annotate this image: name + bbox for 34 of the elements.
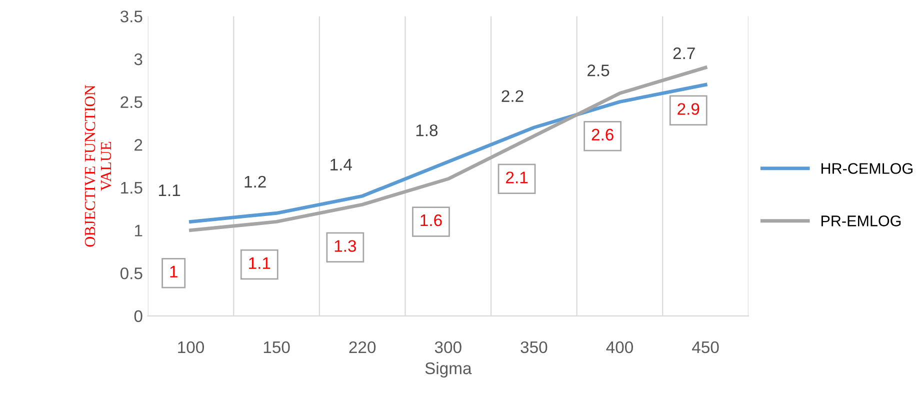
data-label: 2.6: [592, 128, 614, 141]
y-tick-label: 1: [134, 224, 142, 236]
line-series: [189, 66, 708, 232]
y-tick-label: 1.5: [121, 182, 142, 194]
y-tick-label: 0: [134, 310, 142, 322]
data-label: 1.4: [330, 158, 352, 170]
x-tick-label: 400: [606, 341, 633, 354]
data-label: 2.2: [502, 90, 524, 102]
y-axis-title: OBJECTIVE FUNCTION VALUE: [84, 85, 112, 247]
data-label: 2.7: [673, 47, 695, 60]
data-label: 1.1: [158, 184, 180, 196]
x-tick-label: 300: [434, 341, 462, 354]
x-axis-title: Sigma: [425, 362, 472, 378]
legend-label: HR-CEMLOG: [822, 163, 912, 174]
data-label: 2.1: [506, 172, 528, 184]
x-tick-label: 350: [520, 341, 548, 354]
data-label: 2.5: [588, 64, 610, 76]
x-tick-label: 450: [692, 341, 719, 354]
data-label: 2.9: [678, 103, 700, 115]
y-tick-label: 2.5: [120, 96, 142, 108]
x-tick-label: 220: [349, 341, 376, 354]
y-tick-label: 3.5: [120, 10, 142, 22]
data-label: 1.1: [249, 257, 270, 269]
x-tick-label: 150: [264, 341, 290, 354]
data-label: 1.8: [416, 124, 438, 136]
y-tick-label: 3: [134, 53, 142, 66]
data-label: 1: [170, 266, 178, 278]
y-tick-label: 0.5: [120, 267, 142, 280]
data-label: 1.6: [420, 214, 442, 226]
legend-label: PR-EMLOG: [822, 216, 901, 226]
data-label: 1.2: [244, 176, 266, 188]
y-tick-label: 2: [134, 139, 142, 151]
x-tick-label: 100: [178, 341, 204, 354]
data-label: 1.3: [334, 240, 356, 252]
